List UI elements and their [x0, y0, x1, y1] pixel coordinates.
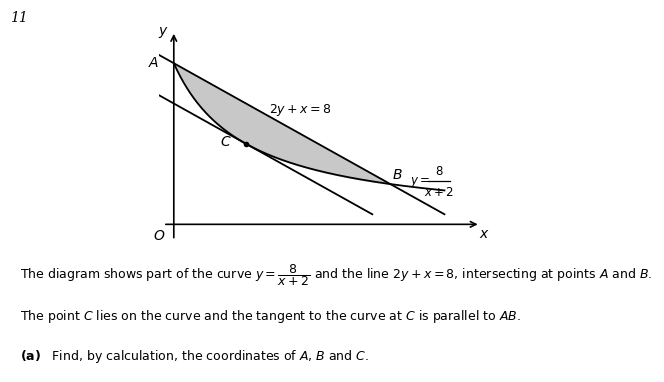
- Text: The diagram shows part of the curve $y = \dfrac{8}{x+2}$ and the line $2y + x = : The diagram shows part of the curve $y =…: [20, 262, 652, 288]
- Text: $x+2$: $x+2$: [424, 186, 454, 199]
- Text: $y=$: $y=$: [410, 175, 430, 189]
- Text: $A$: $A$: [148, 56, 159, 70]
- Text: $O$: $O$: [153, 230, 165, 243]
- Text: 11: 11: [10, 11, 28, 26]
- Text: $\mathbf{(a)}$   Find, by calculation, the coordinates of $A$, $B$ and $C$.: $\mathbf{(a)}$ Find, by calculation, the…: [20, 348, 369, 365]
- Text: $C$: $C$: [220, 135, 232, 149]
- Text: $8$: $8$: [435, 165, 444, 178]
- Text: The point $C$ lies on the curve and the tangent to the curve at $C$ is parallel : The point $C$ lies on the curve and the …: [20, 308, 521, 325]
- Text: $y$: $y$: [157, 26, 169, 40]
- Text: $B$: $B$: [392, 168, 403, 182]
- Text: $2y + x = 8$: $2y + x = 8$: [269, 102, 331, 118]
- Text: $x$: $x$: [479, 227, 489, 241]
